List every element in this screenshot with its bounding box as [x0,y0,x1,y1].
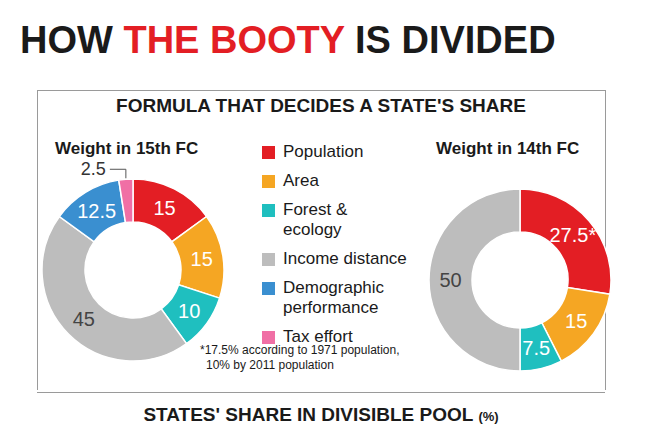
html-text:Area: Area [283,171,319,190]
html-text:10% by 2011 population: 10% by 2011 population [206,358,334,372]
svg-text:10: 10 [178,300,200,322]
svg-text:45: 45 [73,308,95,330]
html-text:Income distance: Income distance [283,249,407,268]
svg-text:2.5: 2.5 [81,159,106,179]
html-text:*17.5% according to 1971 popul: *17.5% according to 1971 population, [200,343,400,357]
svg-text:15: 15 [191,248,213,270]
svg-text:7.5: 7.5 [522,337,550,359]
html-text:Weight in 15th FC: Weight in 15th FC [55,139,199,158]
html-text:Forest & ecology: Forest & ecology [283,200,348,239]
svg-text:15: 15 [153,197,175,219]
svg-text:27.5*: 27.5* [549,224,596,246]
svg-text:12.5: 12.5 [77,200,116,222]
html-text:HOW THE BOOTY IS DIVIDED: HOW THE BOOTY IS DIVIDED [20,19,556,61]
html-text:STATES' SHARE IN DIVISIBLE POO: STATES' SHARE IN DIVISIBLE POOL (%) [143,404,499,425]
html-text:Demographic performance: Demographic performance [283,278,385,317]
svg-text:15: 15 [565,310,587,332]
html-text:Population: Population [283,142,364,161]
html-text:FORMULA THAT DECIDES A STATE'S: FORMULA THAT DECIDES A STATE'S SHARE [116,95,526,116]
svg-text:50: 50 [439,269,461,291]
html-text:Tax effort: Tax effort [283,327,353,346]
html-text:Weight in 14th FC: Weight in 14th FC [436,139,580,158]
